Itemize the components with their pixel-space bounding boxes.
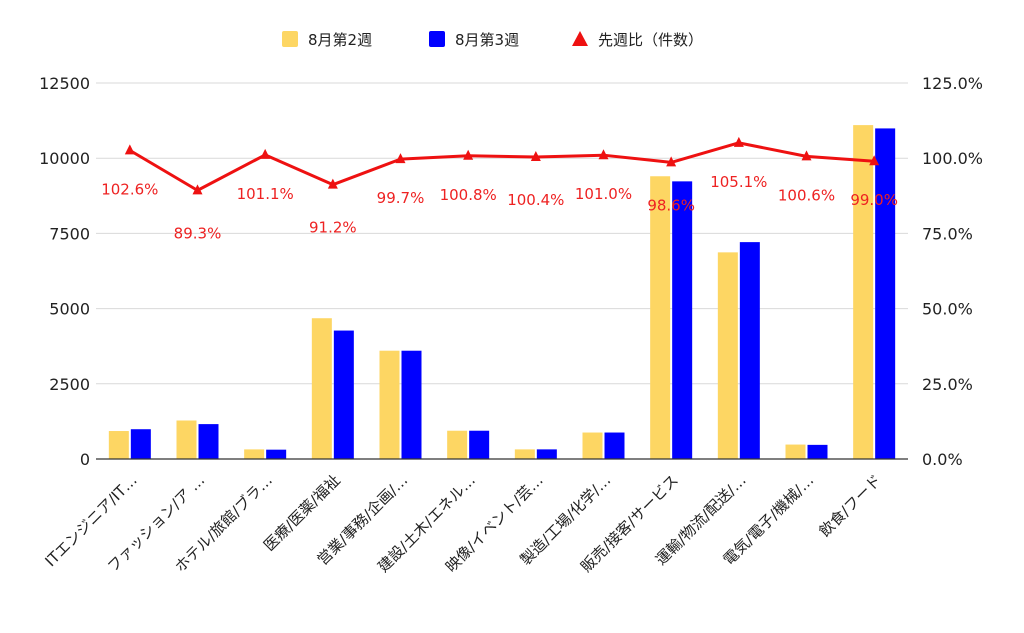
right-tick-label: 125.0% [922, 74, 983, 93]
bar-week2 [582, 432, 603, 459]
ratio-marker [598, 149, 609, 160]
ratio-marker [327, 178, 338, 189]
ratio-data-label: 105.1% [710, 173, 767, 191]
ratio-marker [869, 155, 880, 166]
left-axis-ticks: 0 2500 5000 7500 10000 12500 [39, 74, 90, 469]
bar-week2 [379, 350, 400, 459]
ratio-data-label: 101.1% [237, 185, 294, 203]
ratio-marker [801, 150, 812, 161]
bar-week3 [672, 181, 693, 459]
right-tick-label: 25.0% [922, 375, 973, 394]
bar-week3 [266, 449, 287, 459]
ratio-line: 102.6% 89.3% 101.1% 91.2% 99.7% 100.8% 100.4% 1… [101, 136, 898, 242]
bar-week3 [333, 330, 354, 459]
bar-week2 [311, 318, 332, 459]
legend-label: 8月第3週 [455, 31, 519, 49]
left-tick-label: 7500 [49, 224, 90, 243]
right-axis-ticks: 0.0% 25.0% 50.0% 75.0% 100.0% 125.0% [922, 74, 983, 469]
legend-item[interactable]: 先週比（件数） [572, 31, 703, 49]
ratio-data-label: 100.6% [778, 186, 835, 204]
left-tick-label: 12500 [39, 74, 90, 93]
legend-item[interactable]: 8月第2週 [282, 31, 372, 49]
bar-week2 [447, 430, 468, 459]
ratio-data-label: 99.7% [377, 189, 425, 207]
left-tick-label: 0 [80, 450, 90, 469]
ratio-data-label: 102.6% [101, 180, 158, 198]
ratio-data-label: 98.6% [647, 196, 695, 214]
bar-week3 [198, 424, 219, 459]
bar-week3 [739, 242, 760, 459]
ratio-marker [192, 184, 203, 195]
gridlines [96, 82, 908, 385]
right-tick-label: 50.0% [922, 300, 973, 319]
bar-week2 [244, 449, 265, 459]
legend-label: 8月第2週 [308, 31, 372, 49]
right-tick-label: 0.0% [922, 450, 963, 469]
left-tick-label: 5000 [49, 300, 90, 319]
legend-swatch [429, 31, 445, 47]
ratio-marker [395, 153, 406, 164]
bar-week2 [514, 449, 535, 459]
left-tick-label: 2500 [49, 375, 90, 394]
ratio-marker [463, 149, 474, 160]
category-labels: ITエンジニア/IT…ファッション/ア …ホテル/旅館/ブラ…医療/医薬/福祉営… [42, 471, 885, 576]
ratio-data-label: 101.0% [575, 185, 632, 203]
ratio-data-label: 89.3% [174, 224, 222, 242]
bar-week3 [130, 429, 151, 459]
bar-week3 [401, 350, 422, 459]
bar-week2 [785, 444, 806, 459]
bar-week3 [536, 449, 557, 459]
bar-week3 [469, 430, 490, 459]
left-tick-label: 10000 [39, 149, 90, 168]
ratio-marker [530, 150, 541, 161]
category-label: 飲食/フード [816, 471, 885, 540]
bar-week2 [108, 431, 129, 459]
ratio-marker [124, 144, 135, 155]
ratio-marker [666, 156, 677, 167]
bars [108, 125, 896, 460]
right-tick-label: 75.0% [922, 224, 973, 243]
bar-week2 [717, 252, 738, 459]
legend-swatch [572, 31, 588, 46]
bar-week3 [875, 128, 896, 459]
legend[interactable]: 8月第2週 8月第3週 先週比（件数） [282, 31, 703, 49]
bar-week2 [176, 420, 197, 459]
bar-week2 [650, 176, 671, 460]
ratio-data-label: 100.4% [507, 191, 564, 209]
ratio-data-label: 99.0% [850, 191, 898, 209]
bar-week2 [853, 125, 874, 459]
ratio-marker [733, 136, 744, 147]
legend-label: 先週比（件数） [598, 31, 703, 49]
ratio-data-label: 100.8% [440, 186, 497, 204]
bar-week3 [604, 432, 625, 459]
ratio-marker [260, 148, 271, 159]
ratio-data-label: 91.2% [309, 219, 357, 237]
legend-item[interactable]: 8月第3週 [429, 31, 519, 49]
right-tick-label: 100.0% [922, 149, 983, 168]
legend-swatch [282, 31, 298, 47]
bar-week3 [807, 444, 828, 459]
ratio-line-path [129, 141, 875, 192]
